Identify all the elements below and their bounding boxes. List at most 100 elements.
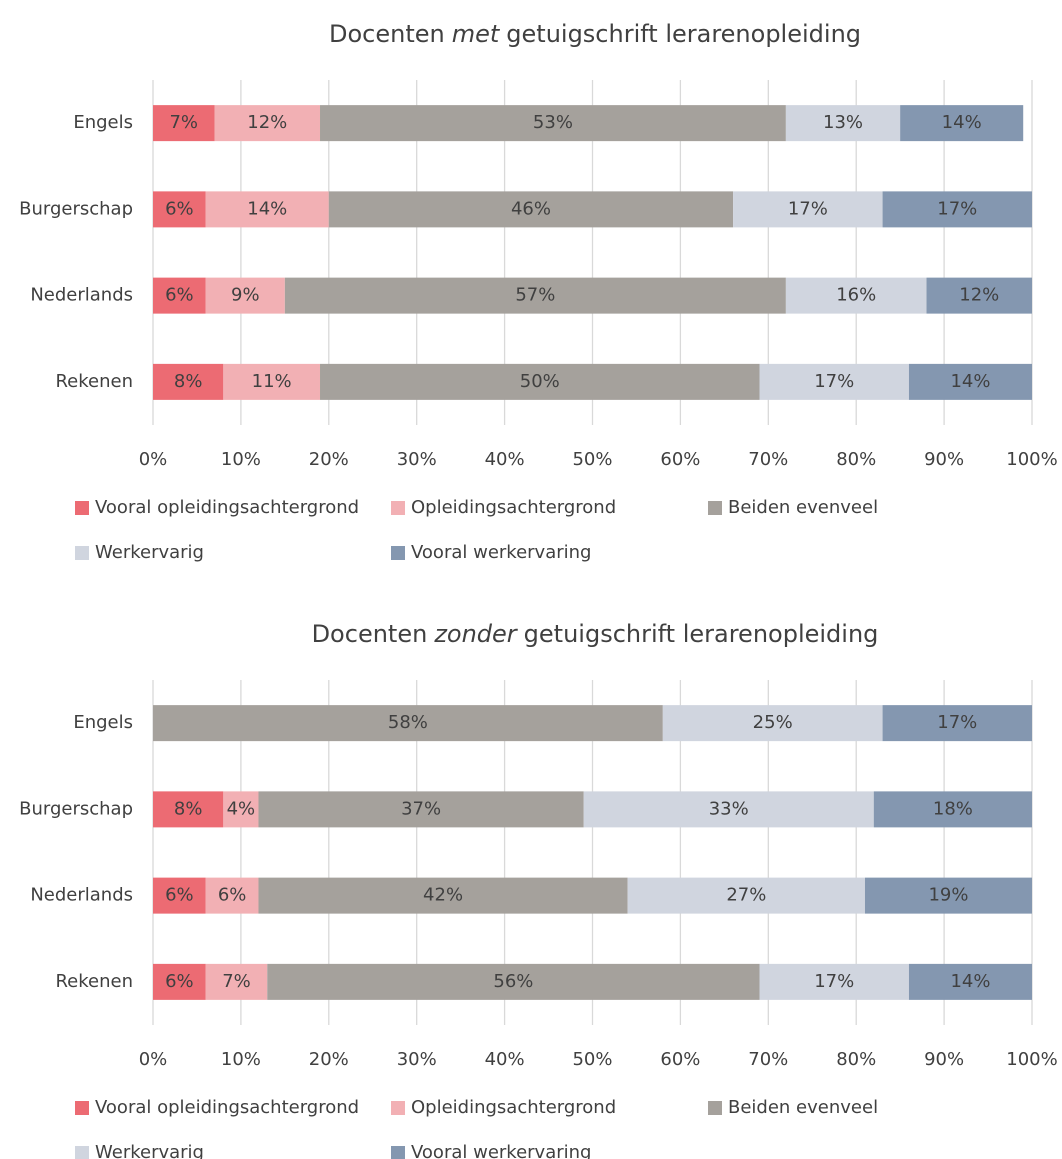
- x-tick-label: 50%: [572, 449, 612, 470]
- data-label: 8%: [174, 798, 203, 819]
- legend-label: Opleidingsachtergrond: [411, 1097, 616, 1118]
- y-tick-label: Engels: [73, 112, 133, 133]
- legend-swatch: [391, 1101, 405, 1115]
- bar-segment: [908, 963, 1032, 1000]
- data-label: 16%: [836, 285, 876, 306]
- bar-segment: [214, 105, 321, 142]
- x-tick-label: 50%: [572, 1049, 612, 1070]
- x-tick-label: 70%: [748, 1049, 788, 1070]
- y-tick-label: Engels: [73, 712, 133, 733]
- data-label: 6%: [218, 885, 247, 906]
- bar-segment: [785, 277, 927, 314]
- bar-segment: [153, 105, 215, 142]
- bar-segment: [926, 277, 1032, 314]
- data-label: 50%: [520, 371, 560, 392]
- data-label: 57%: [515, 285, 555, 306]
- legend-label: Vooral werkervaring: [411, 542, 591, 563]
- x-tick-label: 0%: [139, 1049, 168, 1070]
- x-tick-label: 30%: [397, 1049, 437, 1070]
- bar-segment: [733, 191, 883, 228]
- title-part: getuigschrift lerarenopleiding: [506, 20, 861, 48]
- data-label: 17%: [814, 971, 854, 992]
- bar-segment: [153, 705, 663, 742]
- x-tick-label: 60%: [660, 449, 700, 470]
- bar-segment: [223, 363, 321, 400]
- y-tick-label: Rekenen: [55, 971, 133, 992]
- data-label: 8%: [174, 371, 203, 392]
- bar-segment: [759, 363, 909, 400]
- data-label: 6%: [165, 198, 194, 219]
- bar-segment: [320, 105, 786, 142]
- data-label: 9%: [231, 285, 260, 306]
- x-tick-label: 70%: [748, 449, 788, 470]
- legend-swatch: [75, 501, 89, 515]
- data-label: 14%: [950, 371, 990, 392]
- x-tick-label: 20%: [309, 1049, 349, 1070]
- data-label: 37%: [401, 798, 441, 819]
- bar-segment: [882, 705, 1032, 742]
- y-tick-label: Rekenen: [55, 371, 133, 392]
- x-tick-label: 40%: [485, 449, 525, 470]
- data-label: 58%: [388, 712, 428, 733]
- data-label: 12%: [959, 285, 999, 306]
- title-part: Docenten: [312, 620, 428, 648]
- title-part: Docenten: [329, 20, 445, 48]
- data-label: 27%: [726, 885, 766, 906]
- bar-segment: [258, 877, 628, 914]
- bar-segment: [205, 191, 329, 228]
- bar-segment: [153, 877, 206, 914]
- bar-segment: [662, 705, 883, 742]
- data-label: 17%: [937, 712, 977, 733]
- bar-segment: [785, 105, 901, 142]
- legend-swatch: [391, 546, 405, 560]
- y-tick-label: Burgerschap: [19, 798, 133, 819]
- data-label: 14%: [942, 112, 982, 133]
- bar-segment: [759, 963, 909, 1000]
- x-tick-label: 10%: [221, 449, 261, 470]
- data-label: 11%: [252, 371, 292, 392]
- chart-title: Docenten met getuigschrift lerarenopleidin…: [329, 20, 861, 48]
- x-tick-label: 10%: [221, 1049, 261, 1070]
- data-label: 33%: [709, 798, 749, 819]
- chart-title: Docenten zonder getuigschrift lerarenoplei…: [312, 620, 879, 648]
- bar-segment: [908, 363, 1032, 400]
- x-tick-label: 40%: [485, 1049, 525, 1070]
- x-tick-label: 20%: [309, 449, 349, 470]
- y-tick-label: Nederlands: [30, 885, 133, 906]
- bar-segment: [583, 791, 874, 828]
- bar-segment: [873, 791, 1032, 828]
- bar-segment: [153, 363, 224, 400]
- bar-segment: [267, 963, 760, 1000]
- x-tick-label: 80%: [836, 449, 876, 470]
- data-label: 17%: [788, 198, 828, 219]
- bar-segment: [205, 277, 285, 314]
- x-tick-label: 90%: [924, 449, 964, 470]
- legend-label: Beiden evenveel: [728, 1097, 878, 1118]
- legend-swatch: [75, 546, 89, 560]
- data-label: 17%: [814, 371, 854, 392]
- bar-segment: [205, 963, 268, 1000]
- data-label: 53%: [533, 112, 573, 133]
- data-label: 25%: [753, 712, 793, 733]
- data-label: 42%: [423, 885, 463, 906]
- x-tick-label: 80%: [836, 1049, 876, 1070]
- legend-swatch: [708, 501, 722, 515]
- bar-segment: [284, 277, 786, 314]
- bar-segment: [328, 191, 734, 228]
- title-part: zonder: [433, 620, 518, 648]
- legend-swatch: [708, 1101, 722, 1115]
- legend-label: Werkervarig: [95, 1142, 204, 1159]
- legend-label: Opleidingsachtergrond: [411, 497, 616, 518]
- legend-swatch: [391, 501, 405, 515]
- data-label: 12%: [247, 112, 287, 133]
- x-tick-label: 60%: [660, 1049, 700, 1070]
- data-label: 17%: [937, 198, 977, 219]
- x-tick-label: 30%: [397, 449, 437, 470]
- data-label: 14%: [247, 198, 287, 219]
- title-part: getuigschrift lerarenopleiding: [524, 620, 879, 648]
- x-tick-label: 100%: [1006, 449, 1057, 470]
- bar-segment: [153, 963, 206, 1000]
- x-tick-label: 90%: [924, 1049, 964, 1070]
